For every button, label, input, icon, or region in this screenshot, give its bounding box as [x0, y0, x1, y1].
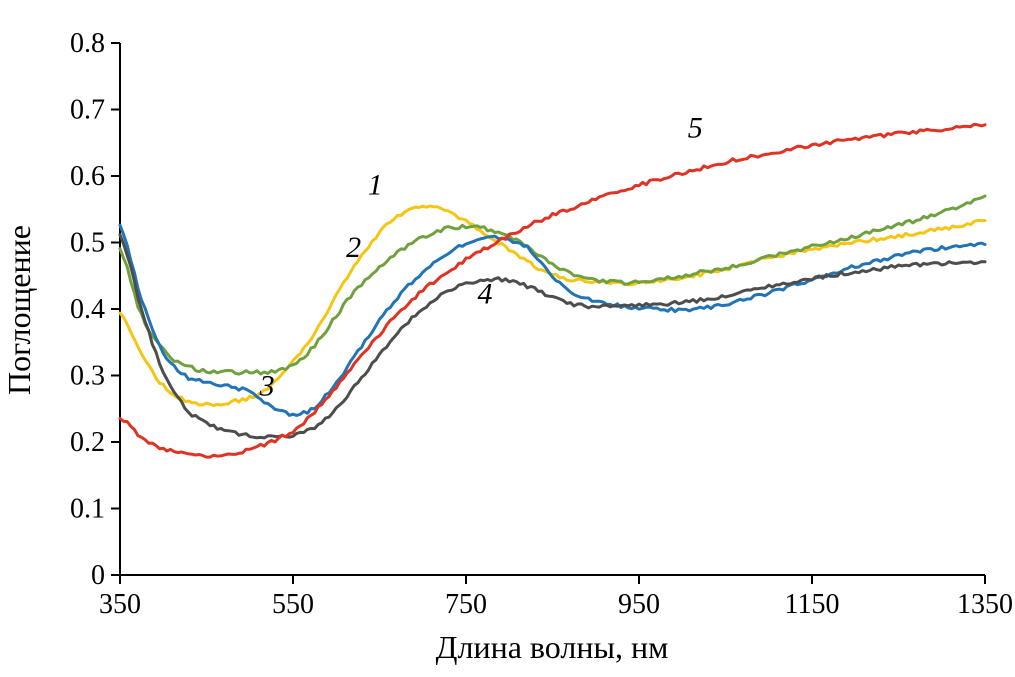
series-5-curve [118, 122, 987, 459]
x-tick-label: 950 [618, 589, 660, 620]
series-3-label: 3 [259, 369, 275, 402]
y-tick-label: 0.1 [70, 494, 105, 525]
y-tick-label: 0.2 [70, 427, 105, 458]
plot-area: 0 0.1 0.2 0.3 0.4 0.5 0.6 0.7 0.8 350 550 750 950 115… [70, 28, 1013, 620]
x-tick-label: 1350 [957, 589, 1013, 620]
series-2-curve [118, 194, 987, 376]
x-tick-label: 350 [99, 589, 141, 620]
x-axis-title: Длина волны, нм [436, 629, 669, 665]
series-3-curve [118, 223, 987, 417]
series-2-label: 2 [346, 231, 361, 264]
y-tick-label: 0.8 [70, 28, 105, 59]
series-1-label: 1 [368, 169, 383, 202]
series-4-curve [118, 233, 987, 440]
x-tick-label: 1150 [785, 589, 840, 620]
y-tick-label: 0.6 [70, 161, 105, 192]
y-tick-label: 0.7 [70, 95, 105, 126]
series-5-label: 5 [688, 111, 703, 144]
y-tick-label: 0.5 [70, 228, 105, 259]
y-tick-label: 0.3 [70, 361, 105, 392]
y-tick-label: 0 [91, 560, 105, 591]
y-axis-title: Поглощение [1, 225, 37, 395]
y-tick-label: 0.4 [70, 294, 105, 325]
series-4-label: 4 [478, 278, 493, 311]
x-tick-label: 550 [272, 589, 314, 620]
series-1-curve [118, 204, 987, 408]
x-tick-label: 750 [445, 589, 487, 620]
